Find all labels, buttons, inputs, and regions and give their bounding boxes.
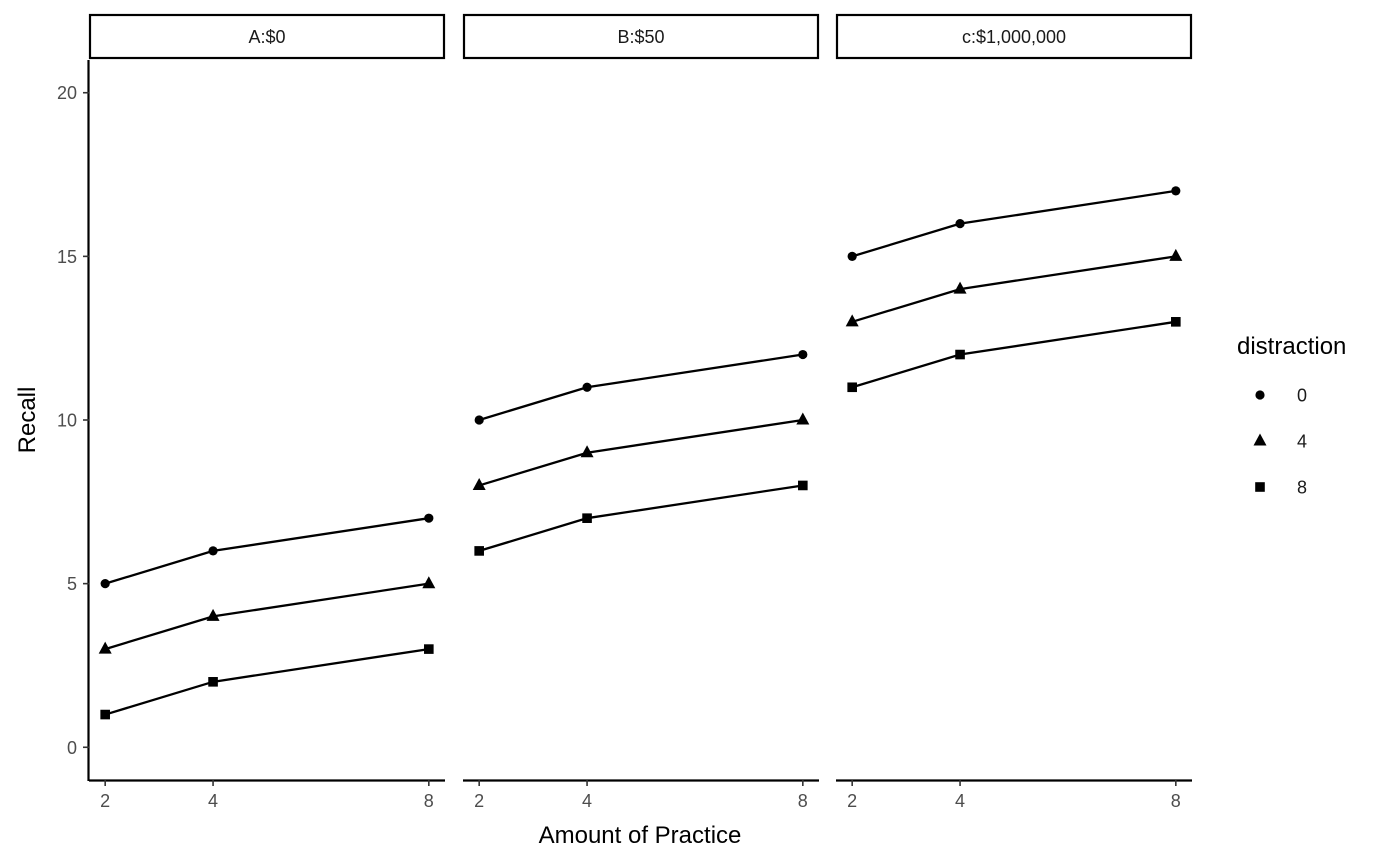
- data-point: [847, 382, 857, 393]
- data-point: [582, 513, 592, 523]
- series-line: [104, 517, 429, 585]
- data-point: [582, 382, 592, 392]
- facet-strip-label: c:$1,000,000: [962, 27, 1066, 47]
- data-point: [798, 480, 808, 491]
- data-point: [955, 219, 965, 229]
- legend-key: [1255, 482, 1265, 492]
- y-axis: 0 5 10 15 20: [57, 60, 90, 781]
- y-axis-title: Recall: [14, 387, 41, 454]
- series-line: [851, 189, 1176, 258]
- data-point: [424, 513, 434, 523]
- facet-panels: A:$0 2 4 8 B:$50 2 4 8 c:$1,000,000 2 4 8: [88, 13, 1193, 811]
- series-line: [104, 647, 429, 716]
- x-tick-label: 8: [1171, 791, 1181, 811]
- y-tick-label: 15: [57, 247, 77, 267]
- y-tick-label: 0: [67, 738, 77, 758]
- facet-strip: [462, 13, 820, 60]
- x-tick-label: 2: [100, 791, 110, 811]
- facet-strip: [88, 13, 446, 60]
- legend-item: 4: [1253, 432, 1307, 452]
- data-point: [796, 412, 810, 425]
- data-point: [474, 415, 484, 425]
- legend-key: [1255, 390, 1265, 400]
- legend-key: [1253, 433, 1267, 446]
- data-point: [580, 445, 594, 458]
- x-tick-label: 8: [424, 791, 434, 811]
- series-line: [478, 418, 803, 487]
- y-tick-label: 5: [67, 574, 77, 594]
- data-point: [100, 709, 110, 720]
- y-tick-label: 10: [57, 411, 77, 431]
- data-point: [845, 314, 859, 327]
- data-point: [472, 478, 486, 491]
- legend: distraction 0 4 8: [1237, 333, 1346, 498]
- facet-panel: B:$50 2 4 8: [462, 13, 820, 811]
- data-point: [208, 677, 218, 687]
- series-line: [104, 582, 429, 651]
- data-point: [424, 644, 434, 654]
- x-tick-label: 2: [847, 791, 857, 811]
- legend-label: 8: [1297, 478, 1307, 498]
- facet-panel: A:$0 2 4 8: [88, 13, 446, 811]
- legend-item: 0: [1255, 386, 1307, 406]
- facet-strip-label: B:$50: [617, 27, 664, 47]
- data-point: [955, 349, 965, 360]
- data-point: [422, 576, 436, 589]
- data-point: [474, 546, 484, 556]
- data-point: [1169, 248, 1183, 261]
- data-point: [847, 251, 857, 261]
- y-tick-label: 20: [57, 83, 77, 103]
- data-point: [206, 608, 220, 621]
- data-point: [798, 349, 808, 360]
- legend-label: 0: [1297, 386, 1307, 406]
- legend-label: 4: [1297, 432, 1307, 452]
- x-tick-label: 4: [955, 791, 965, 811]
- x-axis-title: Amount of Practice: [539, 822, 742, 849]
- facet-strip-label: A:$0: [248, 27, 285, 47]
- x-tick-label: 8: [798, 791, 808, 811]
- series-line: [851, 320, 1176, 389]
- x-tick-label: 2: [474, 791, 484, 811]
- facet-panel: c:$1,000,000 2 4 8: [835, 13, 1193, 811]
- data-point: [953, 281, 967, 294]
- facet-strip: [835, 13, 1193, 60]
- data-point: [1171, 186, 1181, 196]
- series-line: [851, 255, 1176, 323]
- legend-item: 8: [1255, 478, 1307, 498]
- data-point: [1171, 317, 1181, 327]
- series-line: [478, 353, 803, 422]
- data-point: [100, 579, 110, 589]
- series-line: [478, 484, 803, 553]
- x-tick-label: 4: [208, 791, 218, 811]
- data-point: [208, 546, 218, 556]
- x-tick-label: 4: [582, 791, 592, 811]
- legend-title: distraction: [1237, 333, 1346, 360]
- data-point: [98, 641, 112, 654]
